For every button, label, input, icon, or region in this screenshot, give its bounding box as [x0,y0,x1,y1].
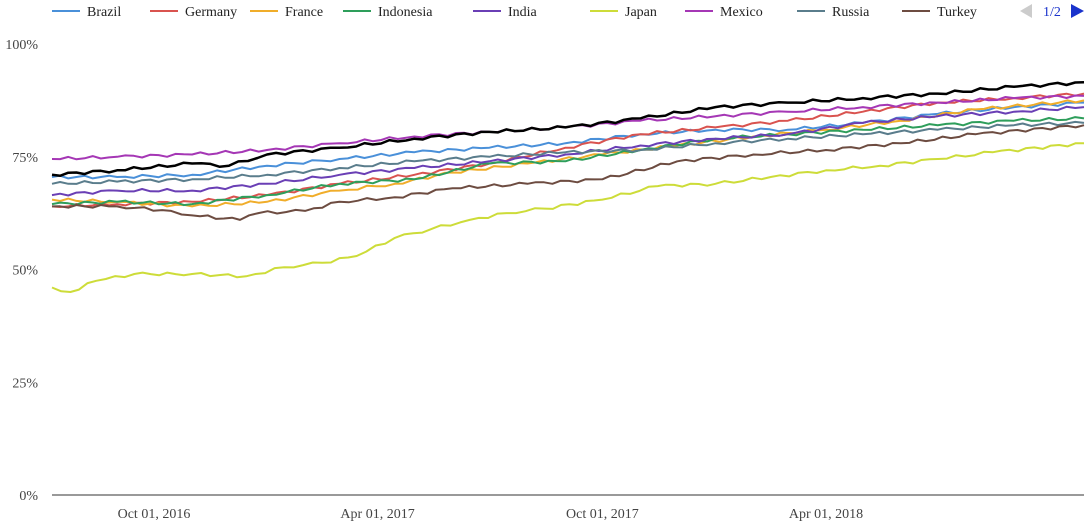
legend-pager: 1/2 [1020,4,1084,20]
legend-label-japan[interactable]: Japan [625,5,657,20]
y-tick-label: 25% [12,376,38,391]
next-page-icon[interactable] [1071,4,1084,18]
x-tick-label: Oct 01, 2016 [118,507,191,522]
y-tick-label: 100% [5,38,38,53]
x-tick-label: Oct 01, 2017 [566,507,639,522]
series-line-turkey [51,124,1085,221]
x-axis: Oct 01, 2016 Apr 01, 2017 Oct 01, 2017 Apr … [52,494,1084,522]
series-lines [51,81,1085,293]
series-line-brazil [51,101,1084,180]
legend-label-mexico[interactable]: Mexico [720,5,763,20]
y-tick-label: 75% [12,151,38,166]
series-line-india [51,105,1085,197]
series-line-indonesia [51,116,1085,207]
legend-label-france[interactable]: France [285,5,323,20]
legend-label-russia[interactable]: Russia [832,5,870,20]
x-tick-label: Apr 01, 2017 [340,507,414,522]
y-tick-label: 50% [12,264,38,279]
previous-page-icon[interactable] [1020,4,1032,18]
x-tick-label: Apr 01, 2018 [789,507,863,522]
series-line-unlabeled [51,81,1085,178]
y-tick-label: 0% [19,489,38,504]
y-axis: 0% 25% 50% 75% 100% [5,38,38,504]
legend-label-turkey[interactable]: Turkey [937,5,977,20]
series-line-russia [51,120,1085,185]
page-indicator: 1/2 [1043,5,1061,20]
series-line-japan [51,142,1084,293]
legend-label-india[interactable]: India [508,5,538,20]
legend-label-brazil[interactable]: Brazil [87,5,121,20]
legend-label-germany[interactable]: Germany [185,5,237,20]
legend: Brazil Germany France Indonesia India Japan Me… [52,5,977,20]
legend-label-indonesia[interactable]: Indonesia [378,5,433,20]
